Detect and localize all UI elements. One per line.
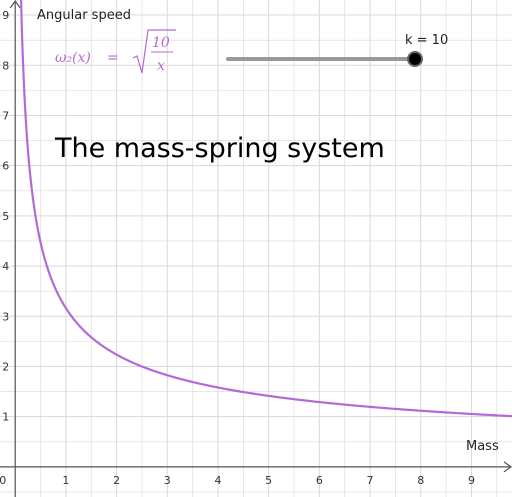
radical-sign bbox=[132, 29, 176, 74]
y-tick-label: 2 bbox=[2, 360, 9, 373]
x-tick-label: 4 bbox=[214, 474, 221, 487]
x-tick-label: 3 bbox=[164, 474, 171, 487]
y-tick-label: 5 bbox=[2, 210, 9, 223]
formula-numerator: 10 bbox=[152, 35, 170, 51]
y-axis-label: Angular speed bbox=[37, 8, 131, 23]
y-tick-label: 7 bbox=[2, 109, 9, 122]
x-tick-label: 8 bbox=[417, 474, 424, 487]
formula-equals: = bbox=[107, 50, 119, 66]
k-slider[interactable]: k = 10 bbox=[226, 33, 448, 67]
y-tick-label: 3 bbox=[2, 310, 9, 323]
chart-title: The mass-spring system bbox=[54, 133, 385, 164]
y-tick-label: 8 bbox=[2, 59, 9, 72]
y-tick-label: 9 bbox=[2, 9, 9, 22]
y-tick-label: 6 bbox=[2, 160, 9, 173]
tick-labels: 1 2 3 4 5 6 7 8 9 1 2 3 4 5 6 7 8 9 0 bbox=[0, 9, 475, 487]
x-axis-label: Mass bbox=[466, 439, 499, 454]
x-tick-label: 1 bbox=[62, 474, 69, 487]
x-tick-label: 2 bbox=[113, 474, 120, 487]
x-tick-label: 5 bbox=[265, 474, 272, 487]
angular-speed-curve[interactable] bbox=[19, 0, 512, 418]
x-tick-label: 7 bbox=[367, 474, 374, 487]
y-tick-label: 4 bbox=[2, 260, 9, 273]
x-axis-arrow bbox=[503, 461, 512, 473]
slider-handle[interactable] bbox=[407, 51, 423, 67]
slider-label: k = 10 bbox=[405, 33, 448, 48]
formula-label: ω₂(x) = 10 x bbox=[55, 29, 176, 74]
y-tick-label: 1 bbox=[2, 411, 9, 424]
x-tick-label: 6 bbox=[316, 474, 323, 487]
formula-lhs: ω₂(x) bbox=[55, 50, 91, 66]
origin-label: 0 bbox=[0, 474, 6, 487]
x-tick-label: 9 bbox=[468, 474, 475, 487]
y-axis-arrow bbox=[9, 0, 21, 9]
formula-denominator: x bbox=[157, 58, 165, 74]
